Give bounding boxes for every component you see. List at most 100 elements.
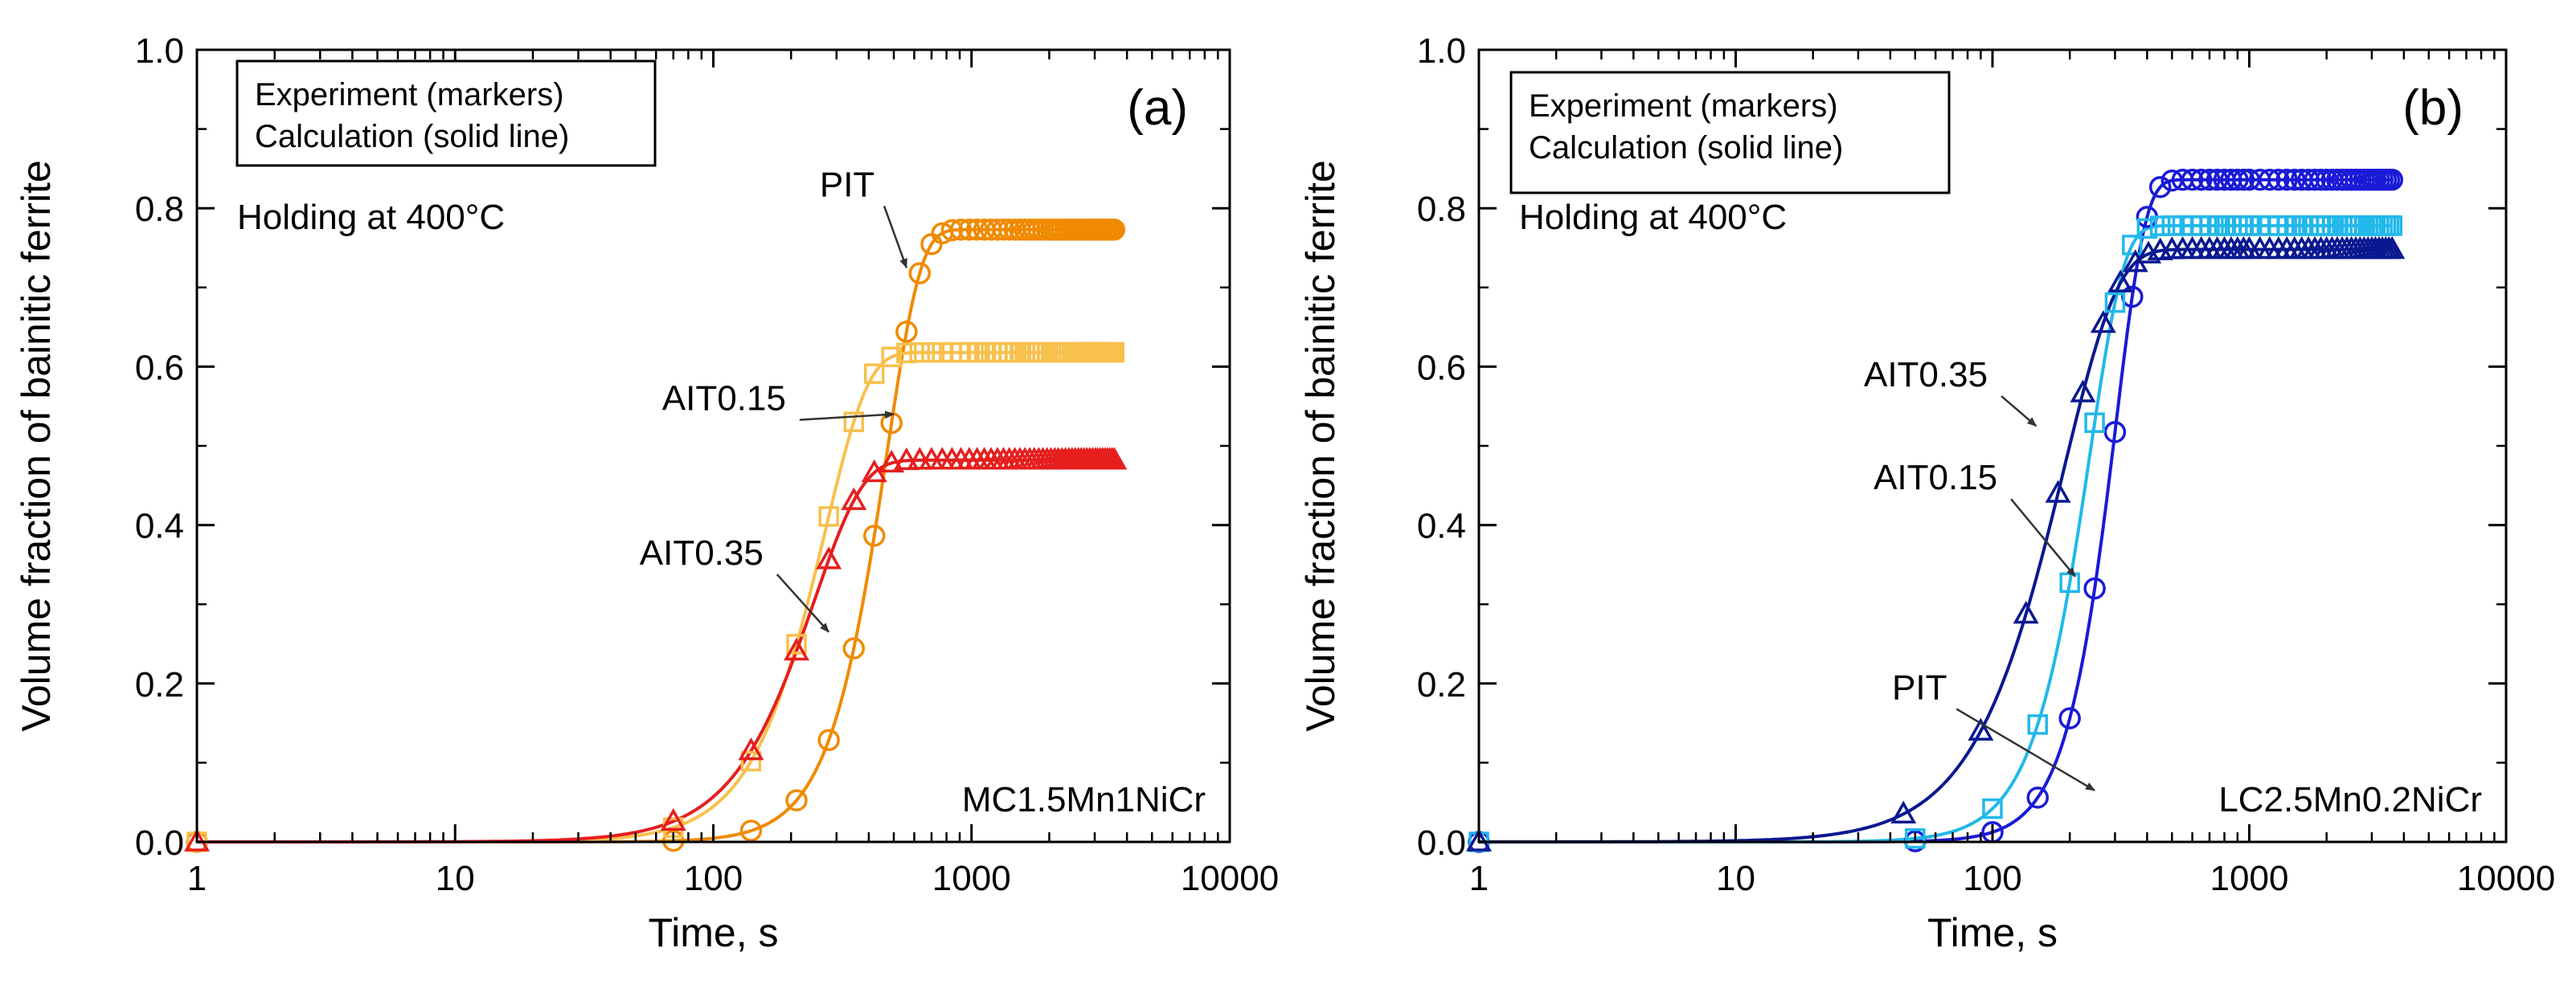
data-point [862, 525, 886, 547]
data-point [2259, 168, 2281, 191]
legend-entry: Calculation (solid line) [1529, 130, 1843, 165]
data-point [909, 341, 931, 363]
data-point [818, 506, 839, 527]
series-annotation: AIT0.35 [1864, 355, 1988, 394]
data-point [2104, 292, 2126, 313]
data-point [660, 807, 686, 831]
data-point [841, 487, 867, 510]
legend-entry: Experiment (markers) [255, 77, 564, 112]
markers-pit [1468, 168, 2403, 853]
x-tick-label: 10000 [1181, 859, 1279, 898]
data-point [1101, 447, 1128, 470]
data-point [2103, 421, 2127, 443]
data-point [881, 346, 902, 368]
sample-label: MC1.5Mn1NiCr [962, 780, 1206, 819]
sample-label: LC2.5Mn0.2NiCr [2218, 780, 2482, 819]
data-point [843, 411, 865, 432]
x-tick-label: 10 [436, 859, 475, 898]
series-annotation: PIT [1892, 668, 1947, 708]
data-point [2304, 168, 2326, 191]
data-point [1890, 800, 1917, 823]
data-point [958, 219, 981, 241]
data-point [2381, 168, 2403, 191]
y-tick-label: 0.2 [135, 665, 184, 705]
x-axis-title: Time, s [648, 910, 778, 955]
markers-pit [186, 219, 1126, 853]
data-point [2232, 168, 2255, 191]
y-axis-title: Volume fraction of bainitic ferrite [1298, 160, 1343, 731]
data-point [2070, 379, 2096, 402]
series-annotation: AIT0.35 [640, 533, 764, 573]
data-point [740, 750, 762, 772]
annotation-arrow [2010, 498, 2076, 578]
x-tick-label: 10000 [2457, 859, 2555, 898]
data-point [2379, 235, 2406, 259]
data-point [2189, 168, 2213, 191]
data-point [2149, 215, 2171, 236]
x-tick-label: 1000 [2210, 859, 2289, 898]
annotation-arrow [799, 411, 895, 421]
y-tick-label: 1.0 [135, 31, 184, 71]
y-tick-label: 0.6 [135, 348, 184, 387]
data-point [785, 789, 808, 811]
y-axis-title: Volume fraction of bainitic ferrite [14, 160, 59, 731]
x-axis-title: Time, s [1927, 910, 2058, 955]
x-tick-label: 100 [684, 859, 743, 898]
data-point [817, 729, 840, 752]
data-point [1466, 828, 1492, 852]
data-point [921, 341, 942, 363]
data-point [878, 449, 905, 473]
data-point [842, 637, 866, 660]
data-point [2198, 168, 2221, 191]
condition-label: Holding at 400°C [237, 198, 505, 237]
x-tick-label: 1 [1469, 859, 1489, 898]
data-point [2381, 215, 2402, 236]
y-tick-label: 0.6 [1417, 348, 1466, 387]
annotation-arrow [776, 574, 830, 633]
data-point [893, 447, 919, 471]
panel-letter: (a) [1127, 80, 1188, 136]
series-annotation: AIT0.15 [1874, 458, 1997, 497]
legend-entry: Calculation (solid line) [255, 119, 569, 154]
plot-frame [195, 48, 1231, 844]
series-annotation: PIT [820, 165, 874, 204]
x-tick-label: 1000 [932, 859, 1011, 898]
legend-box [235, 59, 657, 167]
data-point [2013, 600, 2039, 624]
y-tick-label: 1.0 [1417, 31, 1466, 71]
data-point [908, 262, 932, 284]
data-point [2309, 168, 2332, 191]
series-annotation: AIT0.15 [662, 379, 786, 419]
data-point [940, 219, 964, 242]
data-point [986, 219, 1009, 241]
data-point [2148, 176, 2172, 198]
annotation-arrow [2001, 395, 2037, 427]
condition-label: Holding at 400°C [1519, 198, 1787, 237]
data-point [2090, 310, 2116, 333]
data-point [1905, 827, 1926, 849]
markers-ait035 [1466, 235, 2406, 852]
data-point [2181, 168, 2204, 191]
data-point [2275, 168, 2298, 191]
data-point [1104, 341, 1125, 363]
y-tick-label: 0.0 [135, 823, 184, 863]
y-tick-label: 0.0 [1417, 823, 1466, 863]
calc-line-ait035 [1479, 247, 2393, 844]
data-point [1982, 798, 2003, 819]
data-point [739, 819, 763, 842]
data-point [2058, 707, 2081, 729]
panel-b: 1 10 100 1000 10000 0.0 0.2 0.4 0.6 0.8 1.0 Time, s… [1298, 31, 2555, 955]
data-point [2083, 577, 2106, 600]
calc-line-ait015 [197, 350, 1116, 844]
data-point [2136, 218, 2158, 239]
legend: Experiment (markers) Calculation (solid l… [1509, 71, 1951, 194]
data-point [2107, 269, 2134, 292]
data-point [2027, 714, 2049, 735]
data-point [784, 637, 810, 661]
data-point [895, 321, 918, 343]
data-point [2226, 168, 2249, 191]
legend-entry: Experiment (markers) [1529, 88, 1838, 124]
data-point [863, 363, 885, 384]
